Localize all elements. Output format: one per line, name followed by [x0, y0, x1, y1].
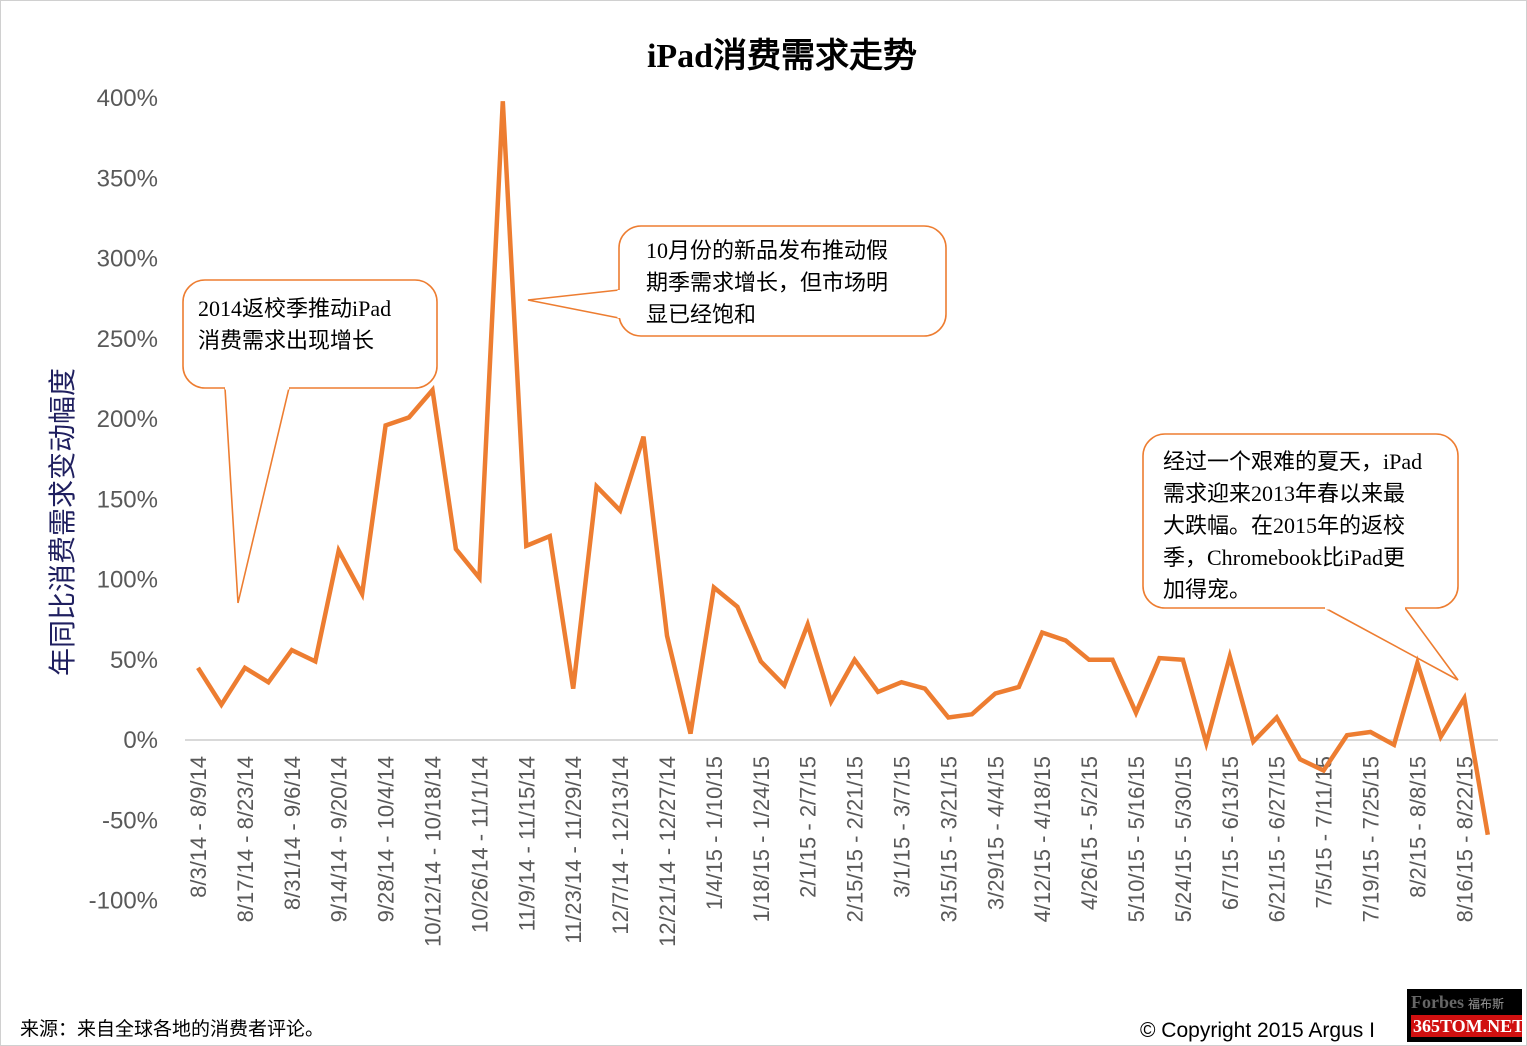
- y-tick-label: 100%: [97, 567, 158, 594]
- x-tick-label: 12/7/14 - 12/13/14: [608, 756, 633, 935]
- callout-pointer: [224, 387, 290, 604]
- callout-text-line: 期季需求增长，但市场明: [646, 270, 888, 295]
- callout-box: [618, 225, 947, 337]
- callout-box: [1142, 433, 1459, 609]
- y-tick-label: 250%: [97, 326, 158, 353]
- x-tick-label: 12/21/14 - 12/27/14: [655, 756, 680, 947]
- y-tick-label: -50%: [102, 807, 158, 834]
- callout-text-line: 经过一个艰难的夏天，iPad: [1163, 449, 1422, 474]
- x-tick-label: 6/7/15 - 6/13/15: [1218, 756, 1243, 910]
- x-tick-label: 8/2/15 - 8/8/15: [1405, 756, 1430, 898]
- series-line: [196, 101, 1491, 836]
- chart-title: iPad消费需求走势: [647, 37, 917, 75]
- callout-text-line: 大跌幅。在2015年的返校: [1163, 513, 1405, 538]
- x-tick-label: 5/24/15 - 5/30/15: [1171, 756, 1196, 922]
- y-tick-label: 300%: [97, 246, 158, 273]
- watermark-brand-row: Forbes 福布斯: [1411, 991, 1504, 1013]
- watermark-logo: Forbes 福布斯 365TOM.NET: [1407, 989, 1522, 1042]
- y-tick-label: 150%: [97, 486, 158, 513]
- y-tick-label: 200%: [97, 406, 158, 433]
- watermark-cn: 福布斯: [1468, 997, 1505, 1011]
- callout-text-line: 加得宠。: [1163, 577, 1251, 602]
- callout-pointer: [527, 289, 620, 319]
- x-tick-label: 9/14/14 - 9/20/14: [327, 756, 352, 922]
- callout-text-line: 季，Chromebook比iPad更: [1163, 545, 1405, 570]
- callout-3: 经过一个艰难的夏天，iPad 需求迎来2013年春以来最大跌幅。在2015年的返校…: [1142, 433, 1459, 681]
- x-tick-label: 7/5/15 - 7/11/15: [1312, 756, 1337, 909]
- x-tick-label: 2/1/15 - 2/7/15: [796, 756, 821, 898]
- callout-pointer: [1324, 607, 1459, 681]
- callout-text-line: 2014返校季推动iPad: [198, 296, 391, 321]
- x-tick-label: 8/16/15 - 8/22/15: [1452, 756, 1477, 922]
- callout-text-line: 10月份的新品发布推动假: [646, 238, 888, 263]
- y-tick-label: 50%: [110, 647, 158, 674]
- x-tick-label: 4/26/15 - 5/2/15: [1077, 756, 1102, 910]
- callout-text-line: 需求迎来2013年春以来最: [1163, 481, 1405, 506]
- x-tick-label: 5/10/15 - 5/16/15: [1124, 756, 1149, 922]
- x-tick-label: 11/9/14 - 11/15/14: [514, 756, 539, 931]
- watermark-site: 365TOM.NET: [1411, 1015, 1522, 1037]
- x-tick-label: 6/21/15 - 6/27/15: [1265, 756, 1290, 922]
- x-tick-label: 11/23/14 - 11/29/14: [561, 756, 586, 944]
- x-tick-label: 2/15/15 - 2/21/15: [843, 756, 868, 922]
- x-tick-label: 10/26/14 - 11/1/14: [467, 756, 492, 933]
- x-tick-label: 8/31/14 - 9/6/14: [280, 756, 305, 910]
- copyright-text: © Copyright 2015 Argus I: [1140, 1019, 1375, 1042]
- source-note: 来源：来自全球各地的消费者评论。: [20, 1018, 325, 1040]
- x-tick-label: 3/29/15 - 4/4/15: [983, 756, 1008, 910]
- callout-text-line: 显已经饱和: [646, 302, 756, 327]
- callout-text-line: 消费需求出现增长: [198, 328, 374, 353]
- x-tick-label: 8/17/14 - 8/23/14: [233, 756, 258, 922]
- x-tick-label: 1/4/15 - 1/10/15: [702, 756, 727, 910]
- y-axis-title: 年同比消费需求变动幅度: [46, 368, 79, 676]
- x-tick-label: 4/12/15 - 4/18/15: [1030, 756, 1055, 922]
- callout-box: [182, 279, 438, 389]
- y-tick-label: 400%: [97, 85, 158, 112]
- callout-1: 2014返校季推动iPad 消费需求出现增长: [182, 279, 438, 604]
- y-tick-label: -100%: [89, 888, 158, 915]
- x-tick-label: 10/12/14 - 10/18/14: [421, 756, 446, 947]
- x-tick-label: 9/28/14 - 10/4/14: [374, 756, 399, 922]
- x-tick-label: 7/19/15 - 7/25/15: [1359, 756, 1384, 922]
- watermark-forbes: Forbes: [1411, 992, 1464, 1012]
- y-tick-label: 0%: [123, 727, 158, 754]
- x-tick-label: 3/1/15 - 3/7/15: [890, 756, 915, 898]
- x-tick-label: 1/18/15 - 1/24/15: [749, 756, 774, 922]
- x-tick-label: 8/3/14 - 8/9/14: [186, 756, 211, 898]
- x-tick-label: 3/15/15 - 3/21/15: [936, 756, 961, 922]
- y-tick-label: 350%: [97, 165, 158, 192]
